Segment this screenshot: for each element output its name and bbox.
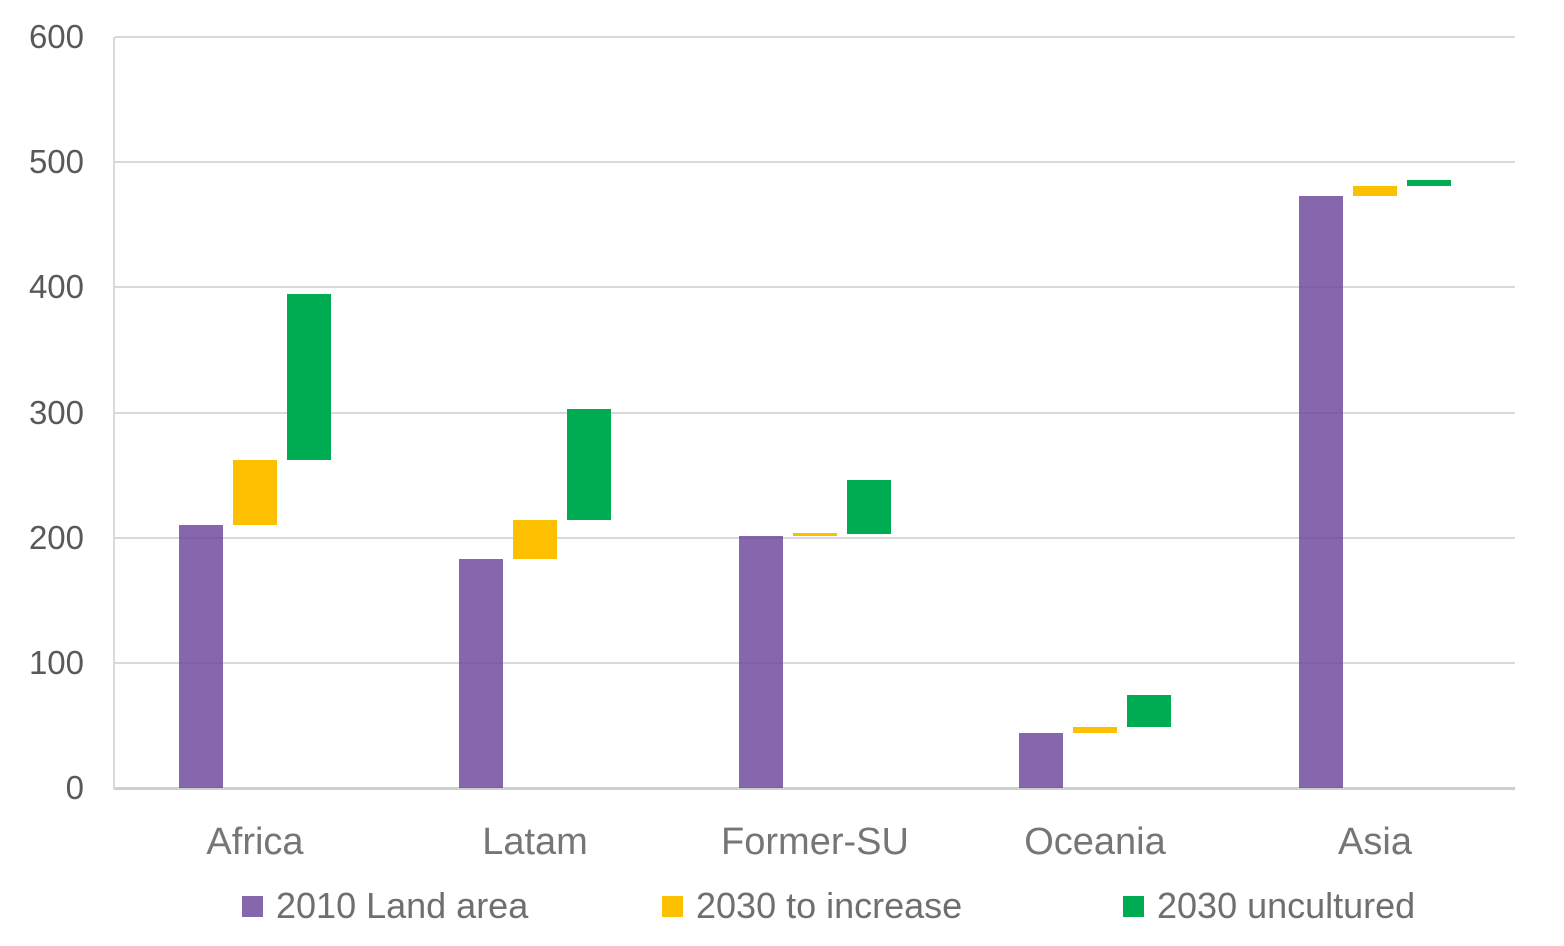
legend-item-2030-to-increase: 2030 to increase <box>662 886 962 926</box>
bar-asia-2030-uncultured <box>1407 179 1451 186</box>
legend-label: 2030 uncultured <box>1157 885 1416 926</box>
y-tick-label-400: 400 <box>28 268 84 306</box>
gridline-100 <box>115 661 1515 664</box>
legend-item-2010-land-area: 2010 Land area <box>242 886 528 926</box>
x-axis-baseline <box>115 787 1515 790</box>
y-tick-label-300: 300 <box>28 393 84 431</box>
legend-label: 2010 Land area <box>276 885 529 926</box>
bar-oceania-2010-land-area <box>1019 732 1063 788</box>
bar-former-su-2030-uncultured <box>847 480 891 534</box>
y-tick-label-600: 600 <box>28 18 84 55</box>
bar-africa-2030-to-increase <box>233 460 277 526</box>
y-axis-line <box>113 37 115 790</box>
bar-oceania-2030-to-increase <box>1073 726 1117 733</box>
bar-latam-2030-to-increase <box>513 520 557 559</box>
category-label-asia: Asia <box>1338 821 1412 863</box>
plot-area <box>115 36 1515 790</box>
bar-former-su-2010-land-area <box>739 536 783 788</box>
bar-africa-2010-land-area <box>179 525 223 788</box>
bar-latam-2010-land-area <box>459 558 503 788</box>
bar-asia-2010-land-area <box>1299 195 1343 788</box>
y-tick-label-100: 100 <box>28 643 84 681</box>
gridline-500 <box>115 161 1515 164</box>
y-tick-label-200: 200 <box>28 518 84 556</box>
gridline-300 <box>115 411 1515 414</box>
y-tick-label-0: 0 <box>65 769 84 806</box>
category-label-latam: Latam <box>482 821 588 863</box>
y-tick-label-500: 500 <box>28 143 84 181</box>
legend-label: 2030 to increase <box>696 885 963 926</box>
bar-africa-2030-uncultured <box>287 293 331 461</box>
bar-asia-2030-to-increase <box>1353 185 1397 196</box>
bar-former-su-2030-to-increase <box>793 532 837 537</box>
bar-latam-2030-uncultured <box>567 408 611 521</box>
legend-item-2030-uncultured: 2030 uncultured <box>1123 886 1415 926</box>
gridline-600 <box>115 36 1515 38</box>
gridline-400 <box>115 286 1515 289</box>
gridline-200 <box>115 536 1515 539</box>
legend-swatch-icon <box>242 895 263 917</box>
legend-swatch-icon <box>1123 895 1144 917</box>
legend-swatch-icon <box>662 895 683 917</box>
category-label-africa: Africa <box>206 821 304 863</box>
bar-oceania-2030-uncultured <box>1127 695 1171 727</box>
category-label-former-su: Former-SU <box>721 821 909 863</box>
category-label-oceania: Oceania <box>1024 821 1166 863</box>
